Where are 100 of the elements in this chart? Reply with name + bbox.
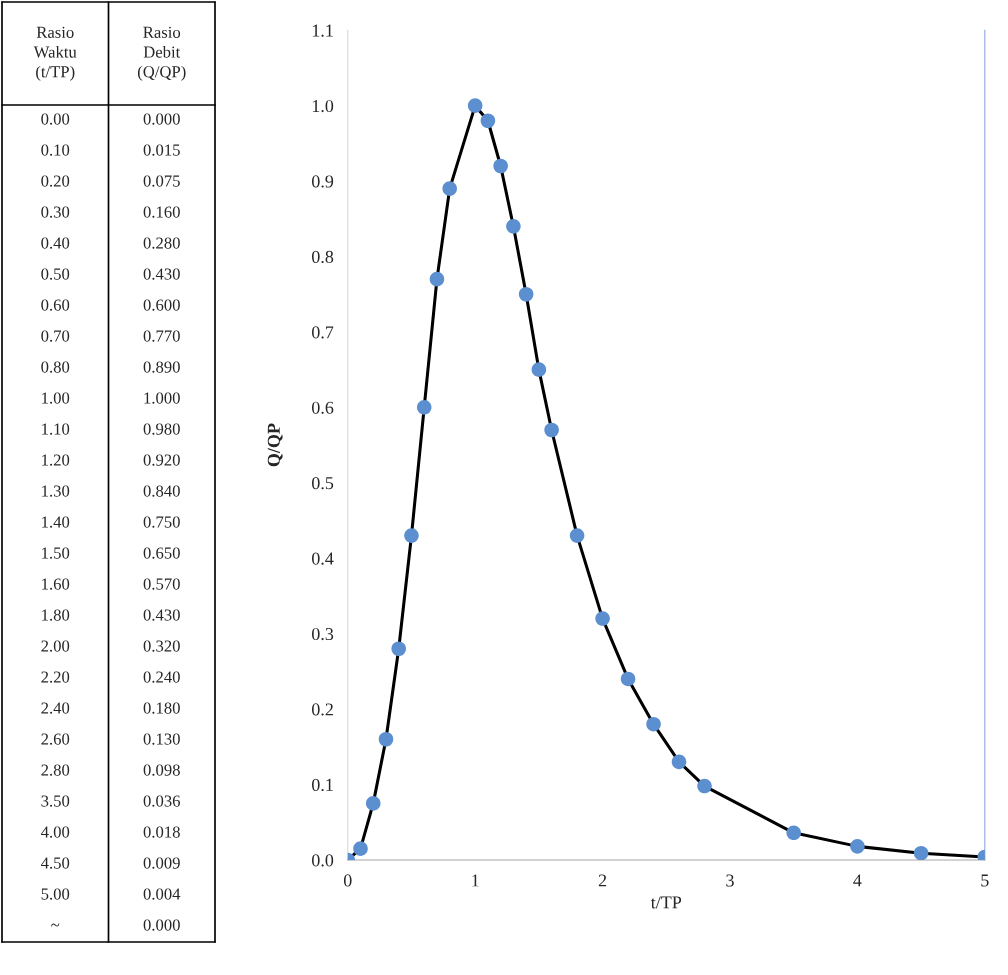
point [531,362,547,377]
x-tick-label: 1 [472,874,479,887]
text: 4.00 [40,826,70,838]
text: 0.20 [41,175,70,187]
point [404,528,419,543]
point [506,219,521,234]
point [544,422,559,438]
text: 0.160 [143,206,180,218]
text: 3.50 [41,795,70,807]
point [480,113,496,129]
point [620,671,636,687]
text: 0.075 [143,175,180,187]
text: 2.80 [41,764,70,776]
point [365,796,381,811]
text: 0.750 [143,516,180,528]
text: 0.430 [143,268,180,280]
point [518,286,534,302]
text: 0.036 [143,795,180,807]
text: Rasio Waktu (t/TP) [33,26,77,81]
x-tick-label: 4 [853,874,862,887]
point [378,731,394,747]
text: 0.600 [143,299,180,311]
text: 0.000 [143,113,180,125]
text: 0.000 [143,919,180,931]
text: 0.50 [41,268,70,280]
text: 1.00 [42,392,70,404]
y-tick-label: 0.2 [311,703,333,716]
text: 0.280 [143,237,180,249]
point [429,271,445,287]
text: 0.980 [143,423,180,435]
text: 2.20 [41,671,70,683]
text: 0.60 [41,299,70,311]
text: 0.240 [143,671,180,683]
y-tick-label: 0.7 [311,326,334,339]
text: 0.30 [41,206,70,218]
text: 0.009 [143,857,180,869]
text: 0.098 [143,764,180,776]
x-tick-label: 0 [343,874,352,887]
text: 1.40 [42,516,70,528]
text: 0.015 [143,144,180,156]
point [569,528,585,543]
text: 2.60 [41,733,70,745]
point [442,181,457,196]
y-tick-label: 1.0 [312,99,334,113]
x-axis-title: t/TP [650,896,682,909]
text: 0.180 [143,702,180,714]
text: 1.80 [42,609,70,621]
point [467,98,483,113]
text: 2.00 [41,640,70,652]
text: 0.320 [143,640,180,652]
point [416,400,432,415]
y-tick-label: 0.9 [311,175,334,188]
y-tick-label: 0.1 [311,778,333,792]
text: 0.018 [143,826,180,838]
x-tick-label: 3 [726,874,734,887]
text: 1.30 [42,485,70,497]
point [850,839,865,854]
y-tick-label: 1.1 [312,24,333,37]
text: 0.920 [143,454,180,466]
point [493,158,508,174]
y-tick-label: 0.8 [311,250,334,264]
text: 0.130 [143,733,180,745]
text: 1.50 [42,547,70,559]
text: 0.80 [41,361,70,373]
point [786,825,801,841]
x-tick-label: 2 [598,874,607,887]
text: 0.40 [41,237,70,249]
text: ~ [51,923,60,927]
point [913,845,929,860]
text: 2.40 [41,702,70,714]
text: 5.00 [41,888,70,900]
point [595,611,610,626]
text: 0.770 [143,330,180,342]
text: 0.004 [143,888,181,900]
point [671,754,687,770]
text: Rasio Debit (Q/QP) [137,26,186,81]
point [391,641,407,657]
text: 1.000 [144,392,180,404]
text: 0.430 [143,609,180,621]
text: 0.890 [143,361,180,373]
point [646,716,661,732]
text: 1.10 [42,423,70,435]
y-axis-title: Q/QP [267,423,283,467]
text: 0.70 [41,330,70,342]
text: 1.60 [42,578,70,590]
text: 0.00 [41,113,70,125]
text: 0.10 [41,144,70,156]
y-tick-label: 0.5 [311,477,334,490]
point [353,841,368,856]
y-tick-label: 0.0 [311,854,334,867]
x-tick-label: 5 [981,874,989,887]
text: 1.20 [42,454,70,466]
point [697,778,712,794]
y-tick-label: 0.6 [311,401,334,414]
text: 0.840 [143,485,180,497]
text: 0.570 [143,578,180,590]
y-tick-label: 0.3 [311,627,334,641]
text: 4.50 [40,857,70,869]
y-tick-label: 0.4 [311,552,334,565]
text: 0.650 [143,547,180,559]
